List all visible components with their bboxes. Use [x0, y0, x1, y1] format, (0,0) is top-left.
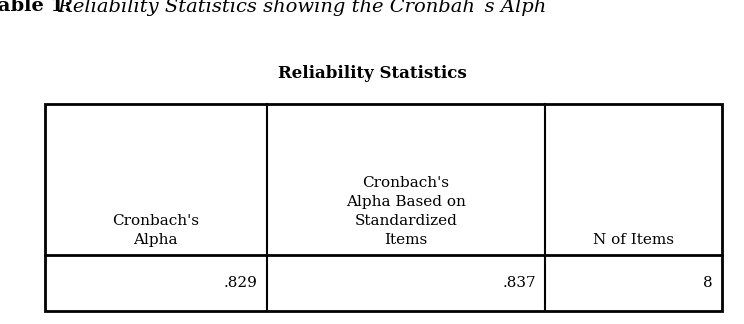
- Text: .829: .829: [224, 276, 257, 290]
- Text: .837: .837: [502, 276, 536, 290]
- Text: Table 1:: Table 1:: [0, 0, 71, 15]
- Text: Cronbach's
Alpha: Cronbach's Alpha: [112, 214, 199, 247]
- Bar: [45, 104, 722, 311]
- Text: Reliability Statistics: Reliability Statistics: [278, 65, 466, 82]
- Text: N of Items: N of Items: [593, 233, 674, 247]
- Text: Cronbach's
Alpha Based on
Standardized
Items: Cronbach's Alpha Based on Standardized I…: [346, 176, 466, 247]
- Text: Reliability Statistics showing the Cronbah´s Alph: Reliability Statistics showing the Cronb…: [52, 0, 546, 16]
- Text: 8: 8: [703, 276, 713, 290]
